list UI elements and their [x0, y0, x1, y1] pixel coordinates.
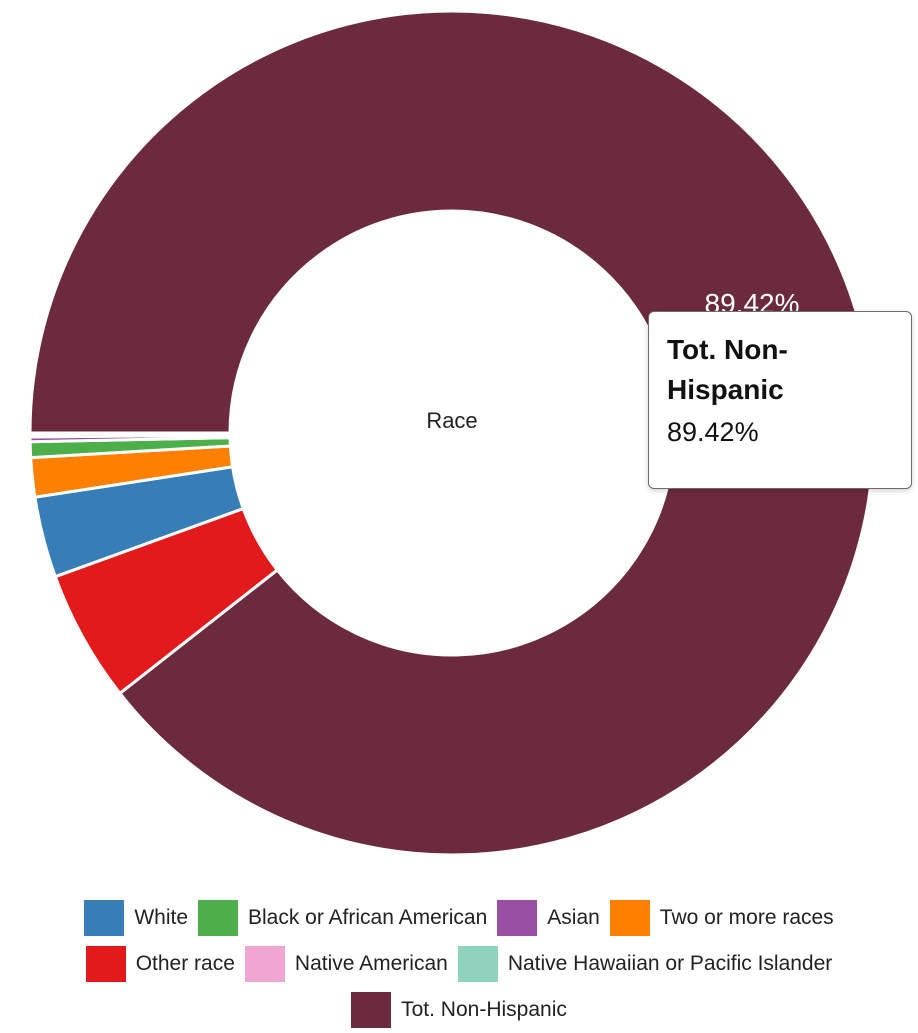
legend-swatch [457, 946, 498, 982]
legend-swatch [198, 900, 238, 936]
legend-label: White [134, 906, 188, 929]
legend-row: Tot. Non-Hispanic [0, 987, 918, 1033]
chart-tooltip: Tot. Non-Hispanic 89.42% [648, 311, 912, 489]
legend-item[interactable]: White [84, 900, 188, 936]
legend-item[interactable]: Black or African American [198, 900, 487, 936]
legend-label: Black or African American [248, 906, 488, 929]
donut-chart: Race 89.42% [28, 9, 876, 857]
legend-swatch [609, 900, 650, 936]
legend-label: Asian [547, 906, 600, 929]
donut-slices [28, 9, 876, 857]
legend-swatch [84, 900, 125, 936]
legend-label: Other race [135, 952, 235, 975]
chart-legend: White Black or African American Asian Two o… [0, 895, 918, 1033]
legend-label: Native Hawaiian or Pacific Islander [507, 952, 833, 975]
legend-label: Two or more races [659, 906, 834, 929]
legend-label: Tot. Non-Hispanic [401, 998, 567, 1021]
legend-swatch [244, 946, 285, 982]
legend-swatch [497, 900, 538, 936]
legend-item[interactable]: Native Hawaiian or Pacific Islander [457, 946, 833, 982]
legend-swatch [351, 992, 392, 1028]
legend-item[interactable]: Native American [244, 946, 448, 982]
chart-center-label: Race [426, 408, 477, 433]
tooltip-title: Tot. Non-Hispanic [667, 334, 788, 405]
donut-slice[interactable] [28, 9, 876, 857]
legend-row: Other race Native American Native Hawaiian… [0, 941, 918, 987]
legend-label: Native American [294, 952, 448, 975]
legend-item[interactable]: Other race [85, 946, 235, 982]
legend-item[interactable]: Asian [497, 900, 600, 936]
tooltip-value: 89.42% [667, 417, 759, 447]
donut-slice[interactable] [28, 431, 232, 436]
legend-swatch [85, 946, 126, 982]
legend-item[interactable]: Two or more races [609, 900, 834, 936]
legend-item[interactable]: Tot. Non-Hispanic [351, 992, 567, 1028]
legend-row: White Black or African American Asian Two o… [0, 895, 918, 941]
